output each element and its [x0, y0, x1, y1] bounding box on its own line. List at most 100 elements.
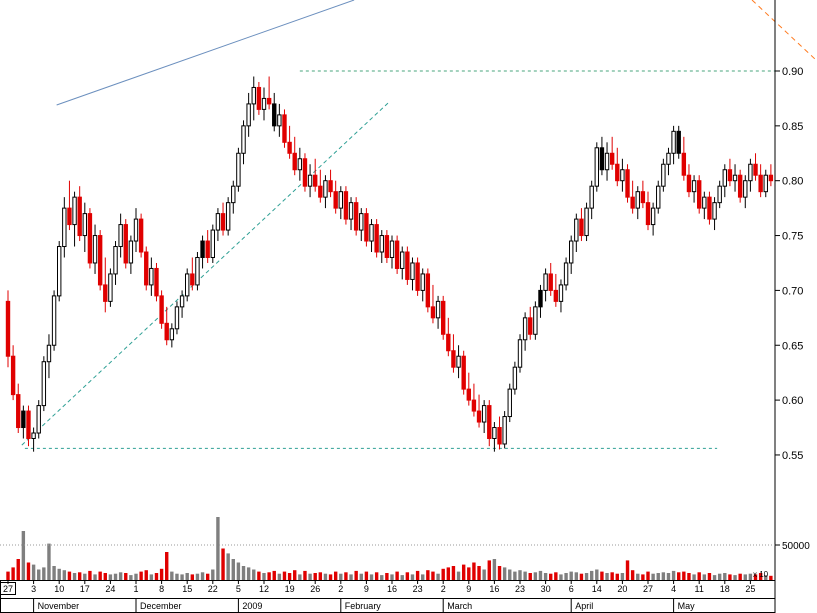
candle-body: [548, 273, 553, 291]
volume-bar: [124, 573, 128, 580]
candle-body: [5, 300, 11, 357]
candle-body: [118, 224, 123, 248]
candle-body: [656, 185, 661, 209]
candle-body: [179, 295, 185, 308]
candle-body: [497, 427, 502, 445]
candle-body: [420, 273, 425, 291]
candle-body: [10, 355, 16, 396]
candle-body: [430, 306, 436, 319]
volume-bar: [267, 572, 271, 580]
candle-body: [405, 251, 410, 280]
candle-body: [476, 410, 482, 423]
volume-bar: [728, 574, 732, 580]
candle-body: [159, 295, 164, 324]
volume-bar: [492, 559, 497, 580]
volume-bar: [543, 573, 548, 580]
candle-body: [343, 191, 349, 220]
candle-body: [389, 240, 395, 258]
volume-bar: [57, 568, 61, 580]
candle-body: [379, 235, 384, 253]
volume-bar: [456, 571, 461, 580]
candle-body: [732, 174, 738, 182]
week-tick-label: 16: [387, 584, 397, 594]
volume-bar: [712, 575, 717, 580]
volume-bar: [595, 569, 599, 580]
volume-bar: [344, 572, 348, 580]
volume-bar: [661, 572, 666, 580]
candle-body: [563, 262, 569, 286]
volume-bar: [671, 570, 676, 580]
candle-body: [410, 262, 415, 280]
trend-lines: [21, 0, 817, 449]
volume-bar: [707, 573, 712, 580]
candle-body: [353, 202, 359, 231]
candle-body: [507, 388, 512, 418]
price-tick-label: 0.80: [782, 176, 803, 188]
candle-body: [261, 97, 267, 110]
volume-bar: [200, 572, 205, 580]
candle-body: [302, 158, 308, 187]
candle-body: [748, 163, 753, 182]
candle-body: [359, 213, 364, 231]
rising-support-teal-line: [21, 101, 390, 446]
volume-bar: [241, 566, 246, 580]
volume-bar: [702, 574, 707, 580]
month-label: May: [678, 601, 696, 611]
price-tick-label: 0.65: [782, 340, 803, 352]
candle-body: [323, 180, 328, 198]
candle-body: [292, 152, 297, 171]
candle-body: [394, 240, 400, 269]
candle-body: [97, 235, 103, 286]
volume-bar: [298, 574, 302, 580]
date-axis: 27 3 10 17 24 1 8 15 22 5 12 19 26 2 9 16 23 2 9 16 23 30 6 14 2…: [0, 581, 755, 612]
volume-bar: [318, 572, 323, 580]
candle-body: [487, 405, 492, 439]
volume-bar: [374, 572, 379, 580]
volume-bar: [231, 559, 235, 580]
candle-body: [676, 130, 681, 154]
candle-body: [231, 185, 236, 204]
candle-body: [297, 158, 303, 171]
candle-body: [108, 273, 113, 302]
candle-body: [282, 114, 287, 143]
candle-body: [128, 240, 134, 264]
candle-body: [538, 289, 543, 308]
week-tick-label: 30: [541, 584, 551, 594]
volume-bar: [600, 571, 604, 580]
volume-bar: [26, 562, 31, 580]
downtrend-orange-line: [751, 0, 817, 61]
candle-body: [604, 152, 610, 171]
candle-body: [615, 163, 620, 182]
week-tick-label: 2: [441, 584, 446, 594]
volume-bar: [717, 573, 722, 580]
candle-body: [697, 180, 702, 209]
volume-bar: [395, 571, 399, 580]
volume-bar: [569, 571, 573, 580]
volume-bar: [364, 571, 369, 580]
volume-bar: [257, 571, 261, 580]
candle-body: [727, 169, 733, 182]
candle-body: [57, 246, 62, 297]
volume-bar: [743, 574, 747, 580]
week-tick-label: 16: [489, 584, 499, 594]
volume-bar: [313, 573, 317, 580]
price-axis: 0.90 0.85 0.80 0.75 0.70 0.65 0.60 0.55: [775, 66, 803, 462]
candle-body: [691, 180, 697, 193]
candle-body: [415, 262, 420, 291]
volume-bar: [211, 569, 215, 580]
candle-body: [645, 202, 651, 226]
volume-bar: [88, 570, 92, 580]
candle-body: [133, 218, 139, 242]
volume-bar: [436, 573, 440, 580]
volume-bar: [605, 573, 609, 580]
candle-body: [502, 416, 507, 445]
candlesticks: [5, 76, 774, 452]
month-label: March: [447, 601, 472, 611]
candle-body: [620, 169, 625, 182]
candle-body: [441, 300, 446, 335]
month-label: 2009: [242, 601, 262, 611]
volume-bar: [369, 574, 374, 580]
volume-bar: [390, 574, 394, 580]
candle-body: [681, 152, 687, 176]
